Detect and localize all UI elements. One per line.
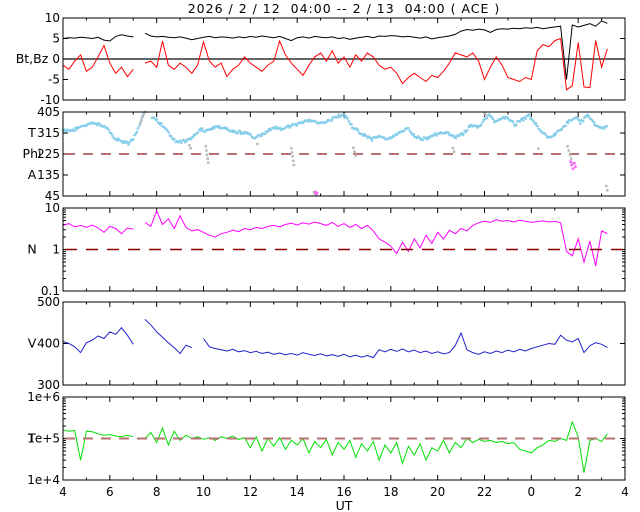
axis-name-label: A [28,167,37,182]
series-phi-uncertain-point [256,142,259,146]
x-tick-label: 12 [243,485,258,499]
y-tick-label: 500 [37,295,60,309]
y-tick-label: 10 [45,201,60,215]
y-tick-label: 1e+6 [27,390,60,404]
x-tick-label: 6 [106,485,114,499]
series-phi-uncertain-point [291,159,295,163]
axis-name-label: Bt,Bz [16,51,49,66]
x-tick-label: 2 [574,485,582,499]
series-phi-uncertain-point [352,146,355,150]
y-tick-label: 225 [37,147,60,161]
x-tick-label: 20 [430,485,445,499]
series-phi-uncertain-point [568,153,572,157]
y-tick-label: 1e+4 [27,473,60,487]
panel-border [62,301,626,386]
series-phi-uncertain-point [569,157,573,161]
panel-border [62,17,626,101]
series-phi-uncertain-point [140,118,143,122]
panel-t: 1e+6 1e+5 1e+4 T [27,390,626,487]
chart-title: 2026 / 2 / 12 04:00 -- 2 / 13 04:00 ( AC… [187,1,501,16]
axis-name-label: N [27,242,36,257]
x-tick-label: 18 [383,485,398,499]
y-tick-label: 400 [37,337,60,351]
series-phi-alt-point [315,191,319,195]
panel-border [62,111,626,197]
y-tick-label: 1e+5 [27,432,60,446]
panel-phi: 405 315 225 135 45 T Phi A [23,105,626,203]
x-tick-label: 4 [621,485,629,499]
series-n [62,209,608,267]
series-phi-alt-point [573,161,576,165]
panel-n: 10 1 0.1 N [27,201,626,298]
y-tick-label: 315 [37,126,60,140]
y-tick-label: -5 [48,73,60,87]
series-phi-uncertain-point [566,144,569,148]
x-tick-label: 22 [477,485,492,499]
series-phi-alt-point [569,160,573,164]
x-tick-label: 8 [153,485,161,499]
series-phi-uncertain-point [188,144,191,147]
series-phi-uncertain-point [206,161,210,165]
series-phi-uncertain-point [452,150,456,154]
y-tick-label: 135 [37,168,60,182]
series-t [62,420,608,473]
x-tick-label: 0 [528,485,536,499]
axis-name-label: T [27,125,36,140]
x-axis-label: UT [335,498,353,512]
series-phi-uncertain-point [205,153,209,157]
y-tick-label: 0 [52,52,60,66]
series-phi-uncertain-point [606,188,609,192]
series-phi-uncertain-point [354,154,358,158]
x-tick-label: 16 [336,485,351,499]
series-phi-uncertain-point [141,115,145,119]
y-tick-label: 10 [45,11,60,25]
panel-border [62,396,626,481]
series-phi-uncertain-point [451,146,455,150]
series-phi-uncertain-point [291,154,294,158]
series-phi-alt-point [571,167,575,171]
y-tick-label: 1 [52,243,60,257]
y-tick-label: 405 [37,105,60,119]
panel-bt-bz: 10 5 0 -5 -10 Bt,Bz [16,11,626,107]
series-phi-uncertain-point [290,151,294,154]
series-phi-alt-point [574,165,577,169]
series-v [62,319,608,359]
axis-name-label: Phi [23,146,42,161]
y-tick-label: 5 [52,32,60,46]
series-phi-uncertain-point [204,149,208,152]
y-tick-label: -10 [40,93,60,107]
series-phi-uncertain-point [484,113,488,117]
series-phi-uncertain-point [189,146,193,150]
y-tick-label: 45 [45,189,60,203]
x-tick-label: 14 [290,485,305,499]
series-phi-uncertain-point [204,144,208,148]
series-phi-uncertain-point [292,163,296,167]
series-bz [62,37,608,91]
panel-v: 500 400 300 V [28,295,626,392]
series-phi-alt-point [570,163,573,167]
series-bt [62,20,608,80]
x-tick-label: 4 [59,485,67,499]
axis-name-label: T [27,431,36,446]
series-phi-uncertain-point [353,150,356,154]
x-tick-label: 10 [196,485,211,499]
y-tick-label: 0.1 [41,284,60,298]
series-phi-uncertain-point [604,184,608,188]
series-phi-uncertain-point [289,146,293,150]
series-phi-uncertain-point [537,147,540,151]
series-phi-uncertain-point [206,157,210,161]
series-phi-uncertain-point [567,149,571,152]
axis-name-label: V [28,336,37,351]
panel-border [62,207,626,292]
series-phi-uncertain-point [138,122,142,126]
y-tick-label: 300 [37,378,60,392]
series-phi [605,125,608,128]
